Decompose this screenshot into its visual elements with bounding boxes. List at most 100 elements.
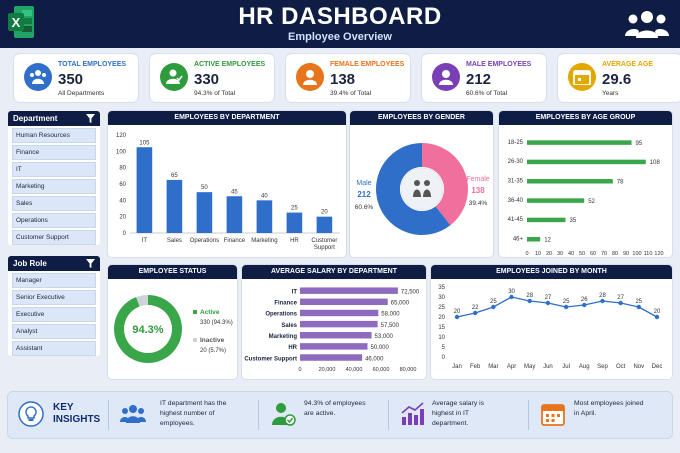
filter-icon[interactable]	[86, 259, 95, 268]
x-tick-label: 40,000	[346, 367, 363, 373]
bar-value-label: 46,000	[365, 356, 384, 362]
y-tick-label: 120	[116, 133, 127, 139]
legend-value-male: 212	[357, 190, 371, 199]
insight-text: highest in IT	[432, 410, 470, 417]
legend-value: 330 (94.3%)	[200, 320, 233, 326]
department-filter-item[interactable]: Sales	[12, 196, 96, 211]
data-point	[509, 294, 514, 300]
y-tick-label: 46+	[513, 237, 524, 243]
department-filter-item[interactable]: Customer Support	[12, 230, 96, 245]
department-filter-title: Department	[13, 114, 58, 123]
y-tick-label: 5	[442, 345, 446, 351]
calendar-icon	[541, 404, 565, 426]
data-point	[491, 304, 496, 310]
bar	[196, 192, 213, 233]
pie-slice	[376, 143, 451, 235]
x-tick-label: 0	[298, 367, 301, 373]
department-filter-header: Department	[8, 111, 100, 126]
department-filter-item[interactable]: Human Resources	[12, 128, 96, 143]
legend-percent-male: 60.6%	[355, 204, 374, 211]
point-value-label: 25	[635, 299, 642, 305]
insights-title-line1: KEY	[53, 402, 74, 413]
job-role-filter-title: Job Role	[13, 259, 47, 268]
bar-value-label: 58,000	[381, 312, 400, 318]
data-point	[582, 302, 587, 308]
x-tick-label: Finance	[224, 238, 246, 244]
panel-title: EMPLOYEES BY AGE GROUP	[499, 111, 672, 125]
growth-chart-icon	[401, 402, 424, 425]
team-icon	[625, 11, 669, 38]
insight-item: IT department has the highest number of …	[160, 399, 226, 429]
bar-value-label: 105	[139, 140, 150, 146]
job-role-filter-item[interactable]: Assistant	[12, 341, 96, 356]
bar	[527, 217, 566, 223]
insight-text: in April.	[574, 410, 597, 417]
page-title: HR DASHBOARD	[238, 3, 442, 30]
x-tick-label: Apr	[507, 364, 516, 370]
point-value-label: 25	[563, 299, 570, 305]
department-filter-item[interactable]: Finance	[12, 145, 96, 160]
insight-text: are active.	[304, 410, 336, 417]
people-icon	[30, 70, 46, 84]
y-tick-label: IT	[292, 289, 298, 295]
employees-by-age-panel: EMPLOYEES BY AGE GROUP 18-25 95 26-30 108 31…	[499, 111, 672, 257]
insight-text: Most employees joined	[574, 400, 644, 407]
bar-value-label: 65,000	[391, 301, 410, 307]
x-tick-label: 60	[590, 251, 596, 257]
x-tick-label: Jun	[543, 364, 553, 370]
kpi-subtext: 94.3% of Total	[194, 90, 236, 97]
bar-value-label: 35	[570, 218, 577, 224]
job-role-filter-item[interactable]: Manager	[12, 273, 96, 288]
y-tick-label: 36-40	[508, 198, 524, 204]
team-icon	[120, 405, 146, 423]
bar	[300, 309, 379, 317]
employees-by-gender-panel: EMPLOYEES BY GENDER Male 212 60.6% Female 13…	[350, 111, 493, 257]
insight-text: department.	[432, 420, 469, 427]
legend-label-female: Female	[466, 176, 489, 183]
gender-donut-chart: Male 212 60.6% Female 138 39.4%	[355, 143, 490, 235]
kpi-card: ACTIVE EMPLOYEES 330 94.3% of Total	[150, 54, 274, 102]
y-tick-label: 25	[438, 305, 445, 311]
department-filter-item[interactable]: IT	[12, 162, 96, 177]
x-tick-label: Jan	[452, 364, 462, 370]
panel-title: AVERAGE SALARY BY DEPARTMENT	[242, 265, 426, 279]
x-tick-label: 20,000	[319, 367, 336, 373]
point-value-label: 30	[508, 289, 515, 295]
employee-status-panel: EMPLOYEE STATUS 94.3% Active 330 (94.3%) In…	[108, 265, 237, 379]
bar-value-label: 50	[201, 185, 208, 191]
insight-item: 94.3% of employees are active.	[304, 399, 366, 419]
male-icon	[439, 70, 453, 85]
insight-item: Average salary is highest in IT departme…	[432, 399, 484, 429]
x-tick-label: 80	[612, 251, 618, 257]
job-role-filter-item[interactable]: Executive	[12, 307, 96, 322]
legend-swatch	[193, 310, 197, 314]
bar-value-label: 45	[231, 189, 238, 195]
insights-title-line2: INSIGHTS	[53, 414, 101, 425]
x-tick-label: 120	[654, 251, 663, 257]
x-tick-label: Nov	[633, 364, 644, 370]
insight-item: Most employees joined in April.	[574, 399, 644, 419]
x-tick-label: 40	[568, 251, 574, 257]
department-filter-item[interactable]: Marketing	[12, 179, 96, 194]
center-percent: 94.3%	[132, 324, 163, 336]
age-bar-chart: 18-25 95 26-30 108 31-35 78 36-40 52 41-45 35 46+ 1…	[508, 140, 664, 257]
x-tick-label: Aug	[579, 364, 590, 370]
y-tick-label: 100	[116, 149, 127, 155]
point-value-label: 28	[599, 293, 606, 299]
bar	[527, 159, 646, 165]
legend-label: Active	[200, 309, 220, 316]
bar	[256, 200, 273, 233]
legend-label-male: Male	[356, 180, 371, 187]
bar	[286, 212, 303, 233]
point-value-label: 28	[526, 293, 533, 299]
department-filter-item[interactable]: Operations	[12, 213, 96, 228]
bar-value-label: 50,000	[371, 345, 390, 351]
y-tick-label: Marketing	[269, 334, 298, 340]
job-role-filter-item[interactable]: Senior Executive	[12, 290, 96, 305]
bar-value-label: 20	[321, 210, 328, 216]
y-tick-label: 20	[119, 215, 126, 221]
x-tick-label: Support	[314, 245, 335, 251]
x-tick-label: Dec	[652, 364, 663, 370]
job-role-filter-item[interactable]: Analyst	[12, 324, 96, 339]
filter-icon[interactable]	[86, 114, 95, 123]
